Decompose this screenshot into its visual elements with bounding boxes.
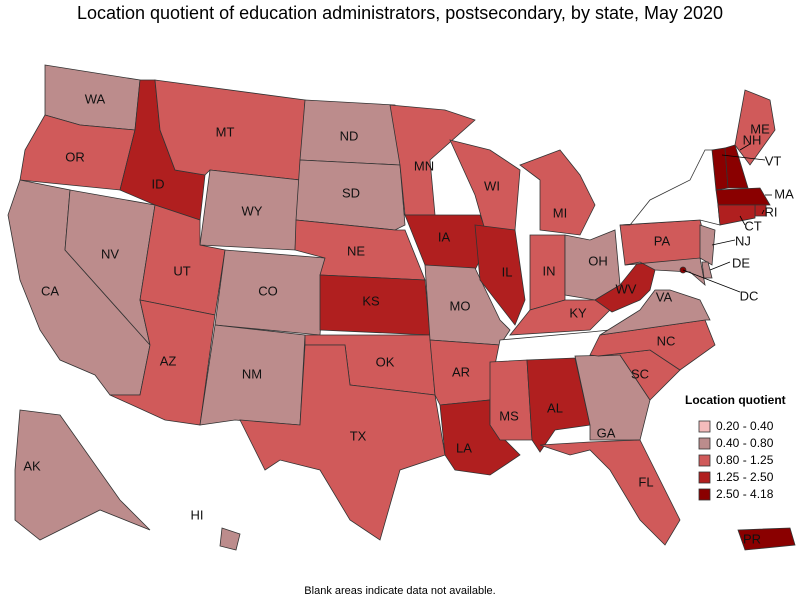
state-label: IA <box>438 229 451 244</box>
state-label: OH <box>588 253 608 268</box>
state-label: DE <box>732 255 750 270</box>
state-label: WA <box>85 91 106 106</box>
legend-label: 0.40 - 0.80 <box>716 436 774 450</box>
legend-swatch <box>698 488 711 501</box>
legend-swatch <box>698 454 711 467</box>
state-label: NC <box>657 333 676 348</box>
state-label: AZ <box>160 353 177 368</box>
legend-title: Location quotient <box>685 393 786 407</box>
legend-swatch <box>698 437 711 450</box>
state-label: HI <box>191 507 204 522</box>
state-label: ND <box>340 128 359 143</box>
state-label: ME <box>750 121 770 136</box>
state-label: IL <box>502 264 513 279</box>
state-label: SC <box>631 366 649 381</box>
state-label: NJ <box>735 233 751 248</box>
map-title: Location quotient of education administr… <box>77 3 723 23</box>
state <box>14 409 151 541</box>
state-label: VT <box>765 153 782 168</box>
state <box>699 224 716 266</box>
legend: Location quotient 0.20 - 0.40 0.40 - 0.80… <box>685 393 786 501</box>
state-label: NE <box>347 243 365 258</box>
state-label: PA <box>654 233 671 248</box>
state-label: MO <box>450 298 471 313</box>
state-label: MA <box>774 186 794 201</box>
state <box>594 259 656 313</box>
legend-label: 1.25 - 2.50 <box>716 470 774 484</box>
legend-label: 0.20 - 0.40 <box>716 419 774 433</box>
state-label: AR <box>452 364 470 379</box>
state <box>526 357 591 453</box>
state-label: MS <box>499 408 519 423</box>
state-label: PR <box>743 531 761 546</box>
state-label: AL <box>547 400 563 415</box>
state <box>734 89 776 166</box>
state <box>701 261 713 279</box>
state-label: GA <box>597 425 616 440</box>
state-label: CT <box>744 218 761 233</box>
state <box>519 149 596 236</box>
state-label: IN <box>543 263 556 278</box>
state-label: OK <box>376 354 395 369</box>
state-label: WV <box>616 281 637 296</box>
state-label: KY <box>569 305 587 320</box>
state-label: MI <box>553 205 567 220</box>
state <box>109 299 216 426</box>
footnote: Blank areas indicate data not available. <box>304 585 495 597</box>
state <box>389 104 476 216</box>
state <box>239 344 446 541</box>
legend-label: 0.80 - 1.25 <box>716 453 774 467</box>
state <box>295 159 406 231</box>
state-no-data <box>619 149 721 226</box>
state-label: WY <box>242 203 263 218</box>
state <box>474 224 526 326</box>
legend-label: 2.50 - 4.18 <box>716 487 774 501</box>
state-label: NH <box>743 132 762 147</box>
state-label: CA <box>41 283 59 298</box>
state-label: CO <box>258 283 278 298</box>
state-label: KS <box>362 293 380 308</box>
state-labels: WA OR CA NV ID MT WY UT AZ CO NM ND SD N… <box>23 91 794 546</box>
state-label: NV <box>101 246 119 261</box>
state-label: NM <box>242 366 262 381</box>
leader-lines <box>682 143 772 293</box>
legend-swatch <box>698 420 711 433</box>
state <box>737 527 796 551</box>
state-label: MN <box>414 158 434 173</box>
state <box>717 204 756 226</box>
state-label: UT <box>173 263 190 278</box>
state <box>539 439 681 546</box>
state <box>219 527 241 551</box>
state-label: ID <box>152 176 165 191</box>
state <box>489 359 533 441</box>
state-label: LA <box>456 440 472 455</box>
state <box>715 187 771 206</box>
legend-swatch <box>698 471 711 484</box>
state-label: SD <box>342 185 360 200</box>
state-label: OR <box>65 149 85 164</box>
state <box>599 289 711 336</box>
state <box>509 299 616 336</box>
states <box>7 64 796 551</box>
state-label: VA <box>656 289 673 304</box>
state-label: TX <box>350 428 367 443</box>
state-label: WI <box>484 178 500 193</box>
state-label: RI <box>765 204 778 219</box>
state-label: AK <box>23 458 41 473</box>
state <box>624 257 706 287</box>
state-label: MT <box>216 124 235 139</box>
state-label: FL <box>638 474 653 489</box>
state-label: DC <box>740 288 759 303</box>
